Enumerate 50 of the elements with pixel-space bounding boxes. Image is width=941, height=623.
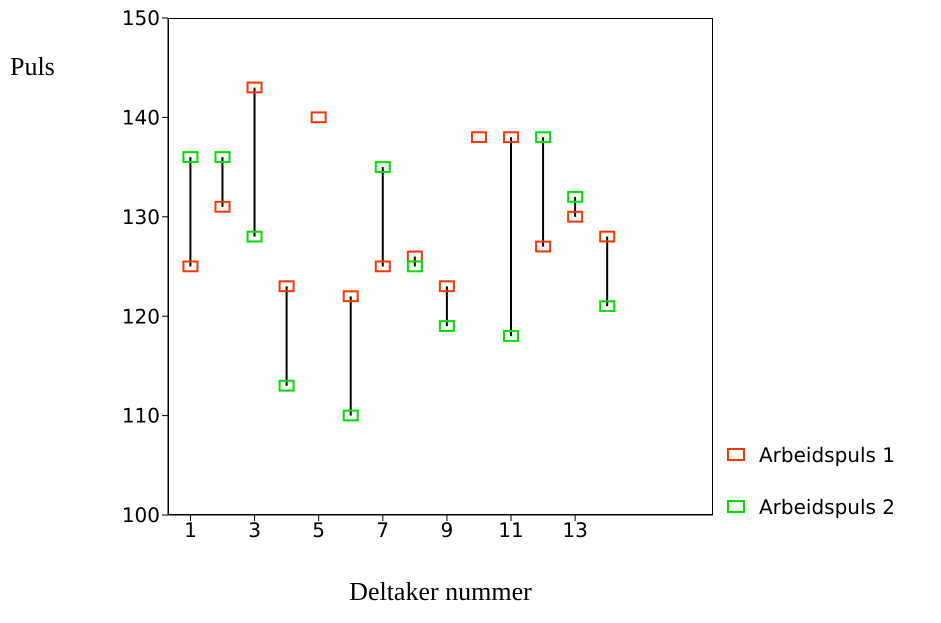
point xyxy=(278,280,295,292)
point xyxy=(246,230,263,242)
point xyxy=(310,111,327,124)
point xyxy=(214,151,230,163)
point xyxy=(278,380,295,392)
bar xyxy=(286,286,288,386)
y-tick-label: 100 xyxy=(122,503,160,528)
bar xyxy=(382,167,384,266)
point xyxy=(182,151,198,163)
y-tick-label: 120 xyxy=(122,304,160,328)
point xyxy=(470,131,487,144)
x-tick-label: 7 xyxy=(376,518,390,542)
x-tick-label: 5 xyxy=(312,518,326,542)
point xyxy=(374,260,391,272)
point xyxy=(182,260,198,272)
point xyxy=(342,290,359,302)
point xyxy=(567,210,584,223)
point xyxy=(438,280,455,292)
point xyxy=(535,240,552,252)
point xyxy=(246,82,263,94)
point xyxy=(342,410,359,422)
y-tick-label: 140 xyxy=(122,106,160,130)
point xyxy=(214,200,230,213)
point xyxy=(406,260,423,272)
point xyxy=(567,190,584,203)
bar xyxy=(542,137,544,247)
point xyxy=(438,320,455,332)
point xyxy=(503,330,520,342)
y-tick-label: 130 xyxy=(122,204,160,229)
x-tick-label: 9 xyxy=(440,518,454,542)
bar xyxy=(254,88,256,237)
x-tick-label: 11 xyxy=(498,518,524,542)
x-tick-label: 1 xyxy=(184,518,197,542)
x-tick-label: 3 xyxy=(248,518,261,542)
bar xyxy=(606,236,608,306)
y-tick-label: 110 xyxy=(122,404,160,428)
x-tick-label: 13 xyxy=(562,518,588,542)
y-axis-title: Puls xyxy=(10,52,55,82)
y-tick-label: 150 xyxy=(122,6,160,30)
bar xyxy=(189,157,192,266)
point xyxy=(374,161,391,173)
bar xyxy=(510,137,512,336)
point xyxy=(535,131,552,144)
point xyxy=(503,131,520,144)
legend-label: Arbeidspuls 2 xyxy=(759,495,896,519)
point xyxy=(599,230,616,242)
legend-label: Arbeidspuls 1 xyxy=(759,443,896,467)
point xyxy=(599,300,616,312)
bar xyxy=(350,296,352,416)
x-axis-title: Deltaker nummer xyxy=(349,577,532,606)
